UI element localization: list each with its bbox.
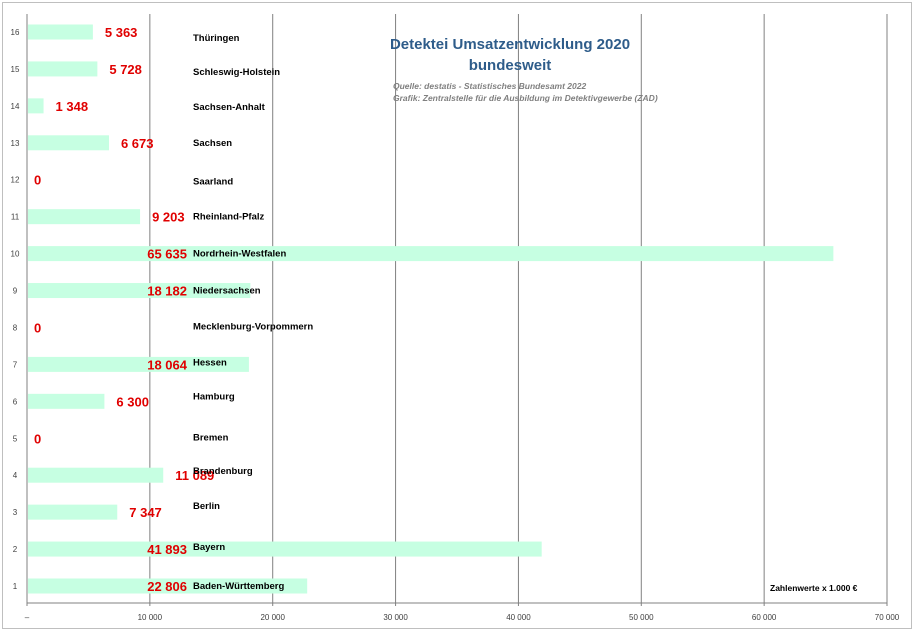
x-tick-label: 20 000 — [260, 613, 285, 622]
y-tick-label: 8 — [13, 323, 18, 332]
y-tick-label: 5 — [13, 434, 18, 443]
y-tick-label: 16 — [11, 28, 20, 37]
value-label: 18 182 — [147, 284, 187, 299]
bar — [28, 356, 249, 372]
category-label: Bremen — [193, 432, 229, 443]
category-label: Niedersachsen — [193, 286, 261, 297]
category-label: Berlin — [193, 501, 220, 512]
value-label: 5 728 — [109, 62, 142, 77]
bar — [28, 98, 44, 114]
value-label: 1 348 — [56, 99, 89, 114]
y-tick-label: 1 — [13, 582, 18, 591]
y-tick-label: 14 — [11, 102, 20, 111]
value-label: 0 — [34, 173, 41, 188]
bar — [28, 246, 834, 262]
value-label: 9 203 — [152, 210, 185, 225]
category-label: Brandenburg — [193, 466, 253, 477]
value-label: 0 — [34, 431, 41, 446]
bar — [28, 283, 251, 299]
x-tick-label: 30 000 — [383, 613, 408, 622]
y-tick-label: 6 — [13, 397, 18, 406]
value-label: 0 — [34, 320, 41, 335]
x-tick-label: 70 000 — [875, 613, 900, 622]
value-label: 6 300 — [116, 394, 149, 409]
category-label: Saarland — [193, 177, 233, 188]
category-label: Baden-Württemberg — [193, 581, 285, 592]
value-label: 18 064 — [147, 357, 188, 372]
category-label: Nordrhein-Westfalen — [193, 249, 286, 260]
category-label: Mecklenburg-Vorpommern — [193, 321, 313, 332]
x-tick-label: 40 000 — [506, 613, 531, 622]
value-label: 22 806 — [147, 579, 187, 594]
category-label: Rheinland-Pfalz — [193, 212, 265, 223]
graphic-credit: Grafik: Zentralstelle für die Ausbildung… — [393, 93, 658, 103]
bar — [28, 61, 98, 77]
category-label: Bayern — [193, 542, 225, 553]
bar — [28, 24, 93, 40]
chart-title: Detektei Umsatzentwicklung 2020 — [389, 36, 631, 53]
value-label: 5 363 — [105, 25, 138, 40]
category-label: Sachsen — [193, 138, 232, 149]
bar — [28, 135, 109, 151]
x-tick-label: – — [25, 613, 30, 622]
bar — [28, 209, 141, 225]
source-note: Quelle: destatis - Statistisches Bundesa… — [393, 81, 587, 91]
y-tick-label: 2 — [13, 545, 18, 554]
x-tick-label: 10 000 — [138, 613, 163, 622]
category-label: Thüringen — [193, 33, 240, 44]
bar — [28, 393, 105, 409]
y-tick-label: 7 — [13, 360, 18, 369]
category-label: Sachsen-Anhalt — [193, 102, 266, 113]
chart-subtitle: bundesweit — [468, 57, 552, 74]
value-label: 41 893 — [147, 542, 187, 557]
x-tick-label: 50 000 — [629, 613, 654, 622]
value-label: 6 673 — [121, 136, 154, 151]
x-tick-label: 60 000 — [752, 613, 777, 622]
chart-title-block: Detektei Umsatzentwicklung 2020 bundeswe… — [360, 34, 660, 76]
bar — [28, 541, 542, 557]
value-label: 7 347 — [129, 505, 162, 520]
value-label: 65 635 — [147, 247, 187, 262]
value-label: 11 089 — [175, 468, 214, 483]
y-tick-label: 9 — [13, 287, 18, 296]
y-tick-label: 11 — [11, 213, 20, 222]
category-label: Schleswig-Holstein — [193, 67, 280, 78]
category-label: Hamburg — [193, 391, 235, 402]
y-tick-label: 10 — [11, 250, 20, 259]
y-tick-label: 12 — [11, 176, 20, 185]
unit-note: Zahlenwerte x 1.000 € — [770, 583, 858, 593]
bar — [28, 504, 118, 520]
bar — [28, 467, 164, 483]
category-label: Hessen — [193, 357, 227, 368]
bar — [28, 578, 308, 594]
y-tick-label: 3 — [13, 508, 18, 517]
y-tick-label: 13 — [11, 139, 20, 148]
y-tick-label: 15 — [11, 65, 20, 74]
y-tick-label: 4 — [13, 471, 18, 480]
